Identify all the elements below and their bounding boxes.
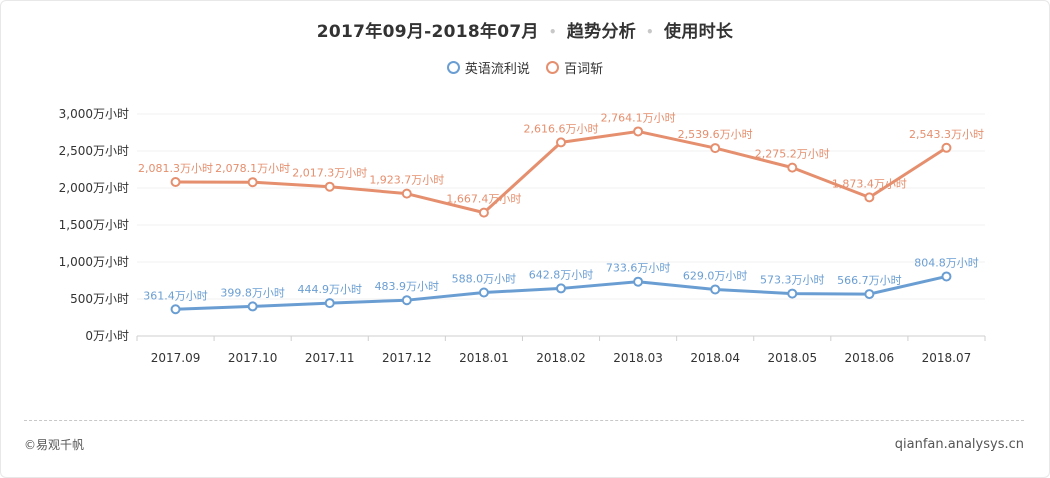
point-series-1-3 <box>401 295 412 306</box>
point-series-1-4 <box>478 287 489 298</box>
data-label-series-2-0: 2,081.3万小时 <box>138 162 213 175</box>
data-label-series-1-5: 642.8万小时 <box>529 268 594 281</box>
data-label-series-2-2: 2,017.3万小时 <box>292 167 367 180</box>
data-label-series-1-3: 483.9万小时 <box>375 280 440 293</box>
x-tick-label-7: 2018.04 <box>690 351 740 365</box>
x-tick-label-2: 2017.11 <box>305 351 355 365</box>
data-label-series-1-7: 629.0万小时 <box>683 269 748 282</box>
x-tick-label-1: 2017.10 <box>228 351 278 365</box>
point-series-2-6 <box>633 126 644 137</box>
data-label-series-2-3: 1,923.7万小时 <box>369 174 444 187</box>
data-label-series-1-2: 444.9万小时 <box>297 283 362 296</box>
data-label-series-1-10: 804.8万小时 <box>914 256 979 269</box>
chart-title: 2017年09月-2018年07月 • 趋势分析 • 使用时长 <box>0 17 1050 42</box>
y-tick-label-4: 2,000万小时 <box>59 181 129 195</box>
legend-item-series-1[interactable]: 英语流利说 <box>446 58 530 77</box>
x-tick-label-3: 2017.12 <box>382 351 432 365</box>
point-series-1-6 <box>633 276 644 287</box>
x-tick-label-8: 2018.05 <box>767 351 817 365</box>
point-series-2-9 <box>864 192 875 203</box>
point-series-1-2 <box>324 298 335 309</box>
legend-label-series-1: 英语流利说 <box>464 62 530 77</box>
x-tick-label-10: 2018.07 <box>922 351 972 365</box>
x-tick-label-0: 2017.09 <box>151 351 201 365</box>
title-metric: 使用时长 <box>664 22 734 42</box>
footer-divider <box>24 420 1024 421</box>
data-label-series-1-6: 733.6万小时 <box>606 262 671 275</box>
data-label-series-1-0: 361.4万小时 <box>143 289 208 302</box>
chart-legend: 英语流利说 百词斩 <box>0 58 1050 77</box>
data-label-series-2-1: 2,078.1万小时 <box>215 162 290 175</box>
point-series-2-0 <box>170 176 181 187</box>
point-series-2-10 <box>941 142 952 153</box>
title-period: 2017年09月-2018年07月 <box>316 22 539 42</box>
data-label-series-2-6: 2,764.1万小时 <box>601 111 676 124</box>
point-series-1-7 <box>710 284 721 295</box>
data-label-series-1-1: 399.8万小时 <box>220 286 285 299</box>
data-label-series-1-8: 573.3万小时 <box>760 274 825 287</box>
point-series-1-0 <box>170 304 181 315</box>
data-label-series-1-9: 566.7万小时 <box>837 274 902 287</box>
point-series-2-2 <box>324 181 335 192</box>
point-series-1-1 <box>247 301 258 312</box>
x-tick-label-6: 2018.03 <box>613 351 663 365</box>
point-series-2-3 <box>401 188 412 199</box>
title-analysis: 趋势分析 <box>566 22 637 42</box>
y-tick-label-2: 1,000万小时 <box>59 255 129 269</box>
legend-marker-series-2 <box>546 61 560 74</box>
data-label-series-1-4: 588.0万小时 <box>452 272 517 285</box>
x-tick-label-9: 2018.06 <box>845 351 895 365</box>
source-credit: ©易观千帆 <box>24 438 85 452</box>
legend-label-series-2: 百词斩 <box>564 62 604 77</box>
y-tick-label-6: 3,000万小时 <box>59 107 129 121</box>
point-series-1-10 <box>941 271 952 282</box>
x-tick-label-5: 2018.02 <box>536 351 586 365</box>
title-separator-2: • <box>646 25 655 39</box>
y-tick-label-3: 1,500万小时 <box>59 218 129 232</box>
point-series-1-9 <box>864 289 875 300</box>
point-series-2-1 <box>247 177 258 188</box>
point-series-2-8 <box>787 162 798 173</box>
data-label-series-2-7: 2,539.6万小时 <box>678 128 753 141</box>
point-series-2-4 <box>478 207 489 218</box>
data-label-series-2-9: 1,873.4万小时 <box>832 177 907 190</box>
data-label-series-2-4: 1,667.4万小时 <box>446 193 521 206</box>
y-tick-label-0: 0万小时 <box>85 329 129 343</box>
y-tick-label-5: 2,500万小时 <box>59 144 129 158</box>
legend-item-series-2[interactable]: 百词斩 <box>546 58 603 77</box>
source-url: qianfan.analysys.cn <box>894 437 1024 452</box>
point-series-1-8 <box>787 288 798 299</box>
title-separator-1: • <box>548 25 557 39</box>
point-series-2-5 <box>556 137 566 148</box>
y-tick-label-1: 500万小时 <box>70 292 129 306</box>
point-series-1-5 <box>556 283 566 294</box>
data-label-series-2-5: 2,616.6万小时 <box>524 122 599 135</box>
point-series-2-7 <box>710 143 721 154</box>
data-label-series-2-10: 2,543.3万小时 <box>909 128 984 141</box>
legend-marker-series-1 <box>446 61 460 74</box>
data-label-series-2-8: 2,275.2万小时 <box>755 148 830 161</box>
x-tick-label-4: 2018.01 <box>459 351 509 365</box>
